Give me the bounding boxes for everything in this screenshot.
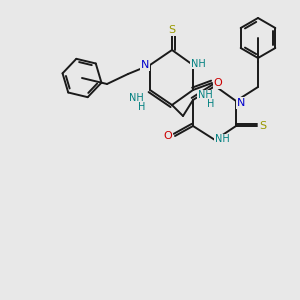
Text: O: O [164, 131, 172, 141]
Text: N: N [237, 98, 245, 108]
Text: S: S [260, 121, 267, 131]
Text: O: O [214, 78, 222, 88]
Text: S: S [168, 25, 175, 35]
Text: H: H [138, 102, 146, 112]
Text: N: N [141, 60, 149, 70]
Text: H: H [207, 99, 215, 109]
Text: NH: NH [214, 134, 230, 144]
Text: NH: NH [129, 93, 143, 103]
Text: NH: NH [190, 59, 206, 69]
Text: NH: NH [198, 90, 212, 100]
